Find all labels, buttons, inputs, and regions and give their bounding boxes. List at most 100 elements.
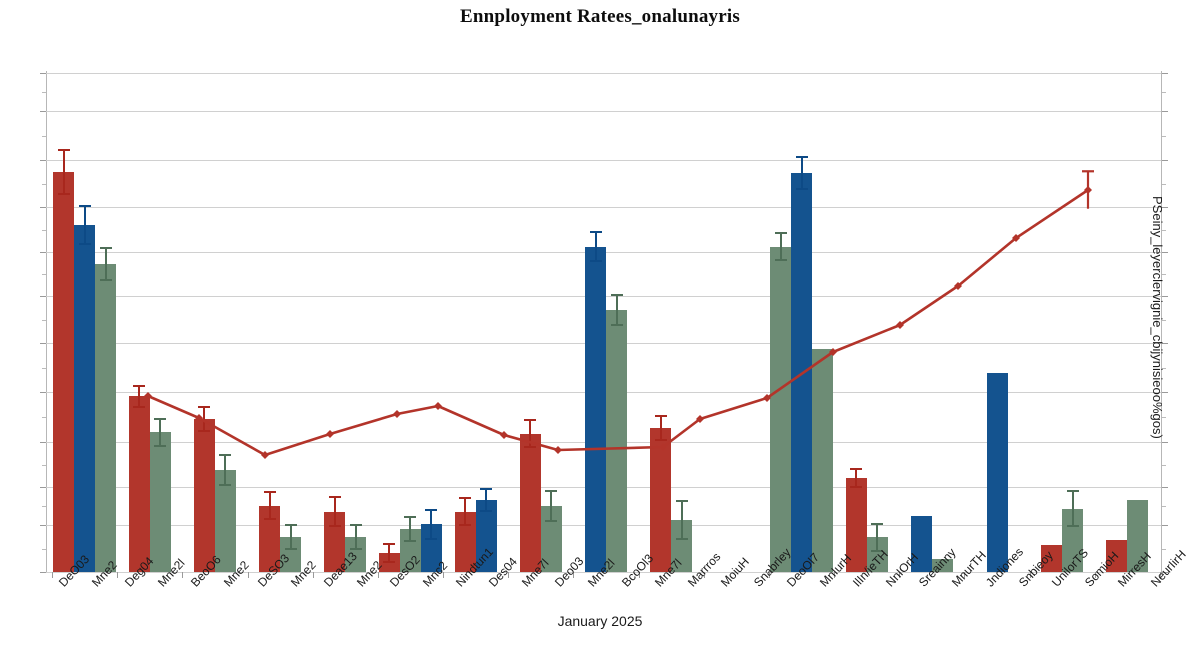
x-axis-title: January 2025 [557, 613, 643, 629]
y-tick-mark [40, 525, 46, 526]
error-bar [198, 406, 211, 433]
x-tick-mark [703, 572, 705, 578]
y-tick-mark [1162, 252, 1168, 253]
y-tick-mark-minor [1162, 92, 1166, 93]
error-bar [328, 495, 341, 528]
y-tick-mark [40, 487, 46, 488]
x-tick-mark [117, 572, 119, 578]
x-tick-mark [443, 572, 445, 578]
error-bar [404, 515, 417, 542]
y-tick-mark [40, 442, 46, 443]
error-bar [99, 246, 112, 282]
error-bar [545, 489, 558, 522]
x-tick-mark [573, 572, 575, 578]
bar[interactable] [345, 537, 367, 572]
y-tick-mark [40, 392, 46, 393]
y-tick-mark [40, 160, 46, 161]
y-tick-mark-minor [1162, 135, 1166, 137]
error-bar [850, 468, 863, 489]
bar[interactable] [399, 528, 421, 572]
error-bar [78, 204, 91, 246]
error-bar [383, 543, 396, 564]
error-bar [480, 488, 493, 512]
error-bar [425, 508, 438, 541]
error-bar [795, 155, 808, 191]
bar[interactable] [475, 500, 497, 572]
error-bar [774, 232, 787, 261]
bar[interactable] [585, 246, 606, 572]
bar[interactable] [910, 515, 932, 572]
error-bar [133, 384, 146, 408]
y-tick-mark-minor [1162, 229, 1166, 231]
bar[interactable] [540, 505, 562, 572]
bar[interactable] [812, 348, 834, 572]
error-bar [57, 148, 70, 195]
x-tick-mark [638, 572, 640, 578]
y-tick-mark [1162, 296, 1168, 297]
bar[interactable] [53, 171, 75, 572]
bar[interactable] [95, 263, 117, 572]
bar[interactable] [1041, 544, 1063, 572]
bar[interactable] [149, 432, 171, 572]
bar[interactable] [606, 309, 627, 572]
bar[interactable] [845, 478, 867, 572]
error-bar [610, 294, 623, 326]
y-tick-mark [40, 343, 46, 344]
y-tick-mark-minor [1162, 274, 1166, 275]
y-tick-mark-minor [1162, 506, 1166, 507]
bar[interactable] [280, 537, 302, 572]
error-bar [349, 524, 362, 551]
bar[interactable] [791, 173, 813, 572]
error-bar [263, 491, 276, 521]
bar[interactable] [1062, 508, 1084, 572]
error-bar [654, 415, 667, 441]
y-tick-mark [1162, 487, 1168, 488]
bar[interactable] [454, 511, 476, 572]
y-tick-mark-minor [1162, 464, 1166, 466]
bar[interactable] [931, 559, 953, 572]
y-tick-mark-minor [42, 417, 46, 418]
bar[interactable] [1106, 540, 1128, 572]
bar[interactable] [128, 396, 150, 572]
bar[interactable] [420, 524, 442, 572]
bar[interactable] [74, 224, 96, 572]
x-tick-mark [768, 572, 770, 578]
y-tick-mark-minor [1162, 319, 1166, 321]
bar[interactable] [519, 433, 541, 572]
x-tick-mark [1029, 572, 1031, 578]
x-tick-mark [1094, 572, 1096, 578]
error-bar [871, 523, 884, 552]
y-axis-left [46, 71, 47, 572]
x-tick-mark [834, 572, 836, 578]
gridline [46, 572, 1161, 573]
chart-title: Ennployment Ratees_onalunayris [460, 6, 740, 27]
bar[interactable] [193, 419, 215, 572]
y-axis-right [1161, 71, 1162, 572]
gridline [46, 160, 1161, 161]
bar[interactable] [1127, 500, 1149, 572]
y-tick-mark-minor [42, 229, 46, 231]
y-tick-mark [1162, 343, 1168, 344]
y-tick-mark [1162, 572, 1168, 573]
x-tick-mark [1160, 572, 1161, 578]
error-bar [1066, 489, 1079, 528]
y-tick-mark [40, 572, 46, 573]
y-tick-mark [40, 73, 46, 74]
bar[interactable] [986, 373, 1008, 572]
bar[interactable] [770, 246, 792, 572]
x-tick-mark [377, 572, 379, 578]
y-tick-mark-minor [1162, 417, 1166, 418]
error-bar [219, 453, 232, 486]
y-tick-mark [1162, 111, 1168, 112]
error-bar [675, 500, 688, 541]
bar[interactable] [650, 428, 672, 572]
y-tick-mark [40, 207, 46, 208]
bar[interactable] [214, 469, 236, 572]
error-bar [459, 497, 472, 526]
y-axis-right-title: PSeiny_leyerclervignie_cbijynisieoo%gos) [1150, 196, 1165, 439]
bar[interactable] [866, 537, 888, 572]
bar[interactable] [259, 505, 281, 572]
bar[interactable] [671, 520, 693, 572]
y-tick-mark-minor [42, 367, 46, 369]
